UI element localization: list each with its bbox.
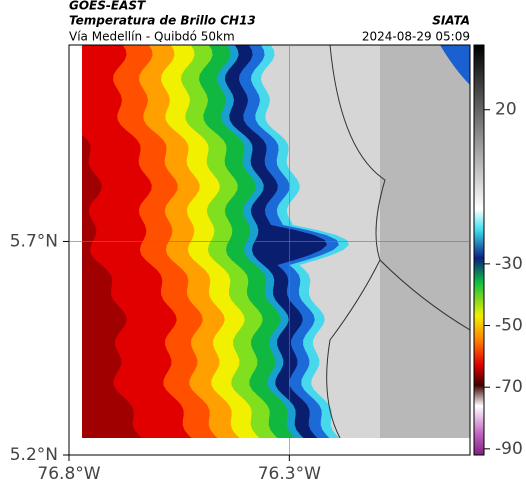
title: Temperatura de Brillo CH13: [69, 14, 256, 28]
timestamp: 2024-08-29 05:09: [362, 30, 470, 44]
colorbar-tick-label: -30: [495, 254, 523, 274]
colorbar-tick-label: 20: [495, 100, 517, 120]
source: GOES-EAST: [69, 0, 146, 13]
colorbar-tick-label: -50: [495, 316, 523, 336]
map-image: [82, 45, 470, 438]
border: [326, 45, 386, 438]
colorbar: [473, 44, 485, 456]
cloud: [440, 45, 470, 85]
x-tick-label: 76.8°W: [37, 464, 100, 484]
x-tick-label: 76.3°W: [258, 464, 321, 484]
y-tick-label: 5.7°N: [10, 231, 58, 251]
border: [379, 259, 470, 331]
cloud-band: [82, 45, 142, 438]
frame: [68, 44, 471, 456]
subtitle: Vía Medellín - Quibdó 50km: [69, 30, 235, 44]
credit: SIATA: [432, 14, 470, 28]
colorbar-tick-label: -70: [495, 377, 523, 397]
colorbar-tick-label: -90: [495, 439, 523, 459]
y-tick-label: 5.2°N: [10, 445, 58, 465]
